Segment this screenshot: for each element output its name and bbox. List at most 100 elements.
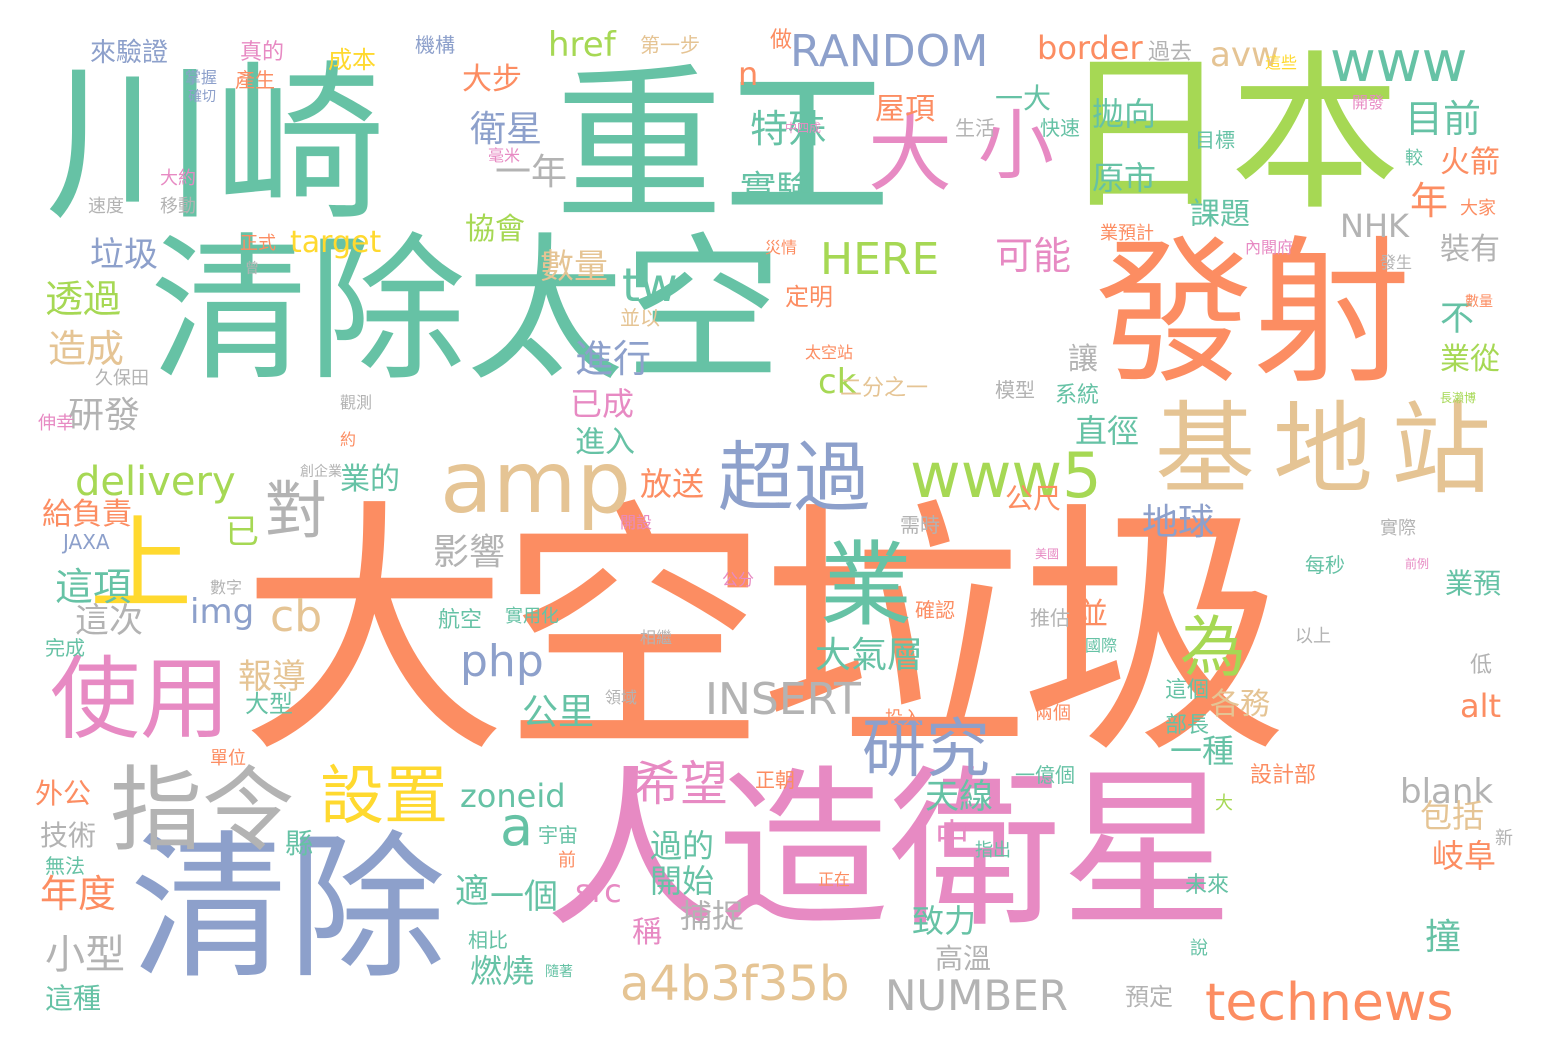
cloud-word: 快速 <box>1040 116 1080 140</box>
cloud-word: 透過 <box>45 277 122 321</box>
cloud-word: 系統 <box>1055 383 1100 408</box>
cloud-word: 完成 <box>45 636 85 660</box>
cloud-word: 無法 <box>45 854 85 878</box>
cloud-word: 推估 <box>1030 606 1070 630</box>
cloud-word: php <box>460 636 544 687</box>
cloud-word: 需時 <box>900 513 940 537</box>
cloud-word: 已 <box>225 512 259 552</box>
cloud-word: 進行 <box>575 337 652 381</box>
cloud-word: 曾 <box>245 261 259 277</box>
cloud-word: 二分之一 <box>840 376 929 401</box>
cloud-word: 年度 <box>40 872 117 916</box>
cloud-word: 影響 <box>433 532 506 573</box>
cloud-word: 數量 <box>540 247 608 287</box>
cloud-word: 每秒 <box>1305 553 1345 577</box>
cloud-word: 並以 <box>620 306 660 330</box>
cloud-word: JAXA <box>63 530 110 554</box>
cloud-word: 模型 <box>995 378 1035 402</box>
cloud-word: 開設 <box>620 513 653 532</box>
cloud-word: 相繼 <box>640 628 673 647</box>
cloud-word: 正在 <box>818 870 851 889</box>
cloud-word: src <box>575 872 622 910</box>
cloud-word: 適 <box>455 872 489 912</box>
cloud-word: 火箭 <box>1440 145 1500 180</box>
cloud-word: 久保田 <box>95 368 149 389</box>
cloud-word: 開發 <box>1352 93 1385 112</box>
cloud-word: 人造衛星 <box>545 750 1233 951</box>
cloud-word: 報導 <box>238 657 306 697</box>
cloud-word: 領域 <box>605 688 638 707</box>
cloud-word: ck <box>818 362 857 402</box>
cloud-word: www5 <box>910 439 1102 512</box>
cloud-word: 實際 <box>1380 518 1416 539</box>
cloud-word: 一個 <box>490 877 558 917</box>
cloud-word: 正朝 <box>755 768 795 792</box>
cloud-word: 大 <box>1215 793 1233 814</box>
cloud-word: 地球 <box>1142 502 1215 543</box>
cloud-word: 業 <box>820 532 913 639</box>
cloud-word: 毫米 <box>488 146 521 165</box>
cloud-word: 中 <box>935 817 969 857</box>
cloud-word: 一種 <box>1170 732 1235 770</box>
cloud-word: 過的 <box>650 827 715 865</box>
cloud-word: 縣 <box>285 827 314 860</box>
cloud-word: 造成 <box>48 327 125 371</box>
cloud-word: n <box>738 55 759 93</box>
cloud-word: 隨著 <box>545 964 573 980</box>
cloud-word: 來驗證 <box>90 38 169 68</box>
cloud-word: RANDOM <box>790 26 989 77</box>
cloud-word: 掌握 <box>185 68 218 87</box>
cloud-word: 一億個 <box>1015 763 1075 787</box>
cloud-word: 觀測 <box>340 393 373 412</box>
cloud-word: 給負責 <box>42 497 132 532</box>
cloud-word: 中四成 <box>785 121 822 135</box>
cloud-word: www <box>1330 30 1468 95</box>
cloud-word: 未來 <box>1185 873 1230 898</box>
cloud-word: 稱 <box>632 915 662 950</box>
cloud-word: HERE <box>820 234 940 285</box>
cloud-word: 對 <box>265 474 328 547</box>
cloud-word: 岐阜 <box>1432 837 1497 875</box>
cloud-word: 公尺 <box>1005 482 1062 515</box>
cloud-word: 一大 <box>995 82 1052 115</box>
cloud-word: 捕捉 <box>680 897 745 935</box>
cloud-word: 預定 <box>1125 983 1173 1011</box>
cloud-word: 長瀨博 <box>1440 391 1477 405</box>
cloud-word: 基地站 <box>1155 391 1509 508</box>
cloud-word: 協會 <box>465 212 525 247</box>
cloud-word: 撞 <box>1425 917 1462 958</box>
cloud-word: 研究 <box>862 713 990 787</box>
cloud-word: 速度 <box>88 196 124 217</box>
cloud-word: 一年 <box>495 152 568 193</box>
cloud-word: 川崎 <box>45 46 386 244</box>
cloud-word: 第一步 <box>640 33 700 57</box>
cloud-word: 生活 <box>955 116 995 140</box>
cloud-word: 業預計 <box>1100 223 1154 244</box>
cloud-word: technews <box>1205 973 1454 1033</box>
cloud-word: INSERT <box>705 674 861 725</box>
cloud-word: 大步 <box>462 62 522 97</box>
cloud-word: 災情 <box>765 238 798 257</box>
cloud-word: NUMBER <box>885 971 1068 1020</box>
cloud-word: 國際 <box>1085 636 1118 655</box>
cloud-word: 設計部 <box>1250 763 1317 788</box>
cloud-word: 希望 <box>632 756 729 812</box>
cloud-word: 確切 <box>188 89 216 105</box>
cloud-word: 業的 <box>340 462 400 497</box>
cloud-word: 致力 <box>912 902 977 940</box>
cloud-word: 屋項 <box>875 92 935 127</box>
cloud-word: 這種 <box>45 982 102 1015</box>
cloud-word: 單位 <box>210 748 246 769</box>
cloud-word: 讓 <box>1068 342 1098 377</box>
cloud-word: 這次 <box>75 601 143 641</box>
cloud-word: 說 <box>1190 938 1208 959</box>
cloud-word: 真的 <box>240 40 285 65</box>
cloud-word: 航空 <box>438 608 483 633</box>
cloud-word: 大 <box>868 105 953 203</box>
cloud-word: 目前 <box>1405 97 1482 141</box>
cloud-word: 為 <box>1180 609 1246 686</box>
cloud-word: 業預 <box>1445 567 1502 600</box>
cloud-word: 機構 <box>415 33 455 57</box>
cloud-word: 產生 <box>235 68 275 92</box>
cloud-word: 課題 <box>1190 197 1250 232</box>
